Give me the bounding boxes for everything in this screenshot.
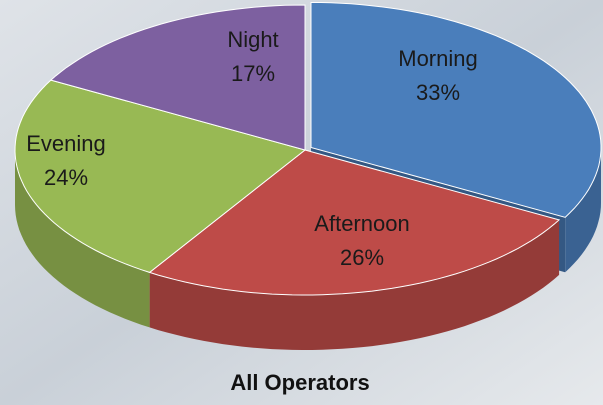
slice-category-label: Evening [26,131,106,156]
slice-side [565,147,601,273]
slice [148,149,561,296]
slice-category-label: Afternoon [314,211,409,236]
pie: Morning 33% Afternoon 26% Evening 24% Night 17% [14,2,602,350]
slice-value-label: 26% [340,245,384,270]
slice-value-label: 17% [231,61,275,86]
slice-value-label: 24% [44,165,88,190]
slice [310,2,602,218]
slice-category-label: Morning [398,46,477,71]
slice-side [149,219,560,350]
slice-value-label: 33% [416,80,460,105]
chart-title: All Operators [230,370,369,395]
slice [14,79,307,273]
slice-category-label: Night [227,27,278,52]
slice-side [15,150,150,328]
slice [49,4,306,151]
